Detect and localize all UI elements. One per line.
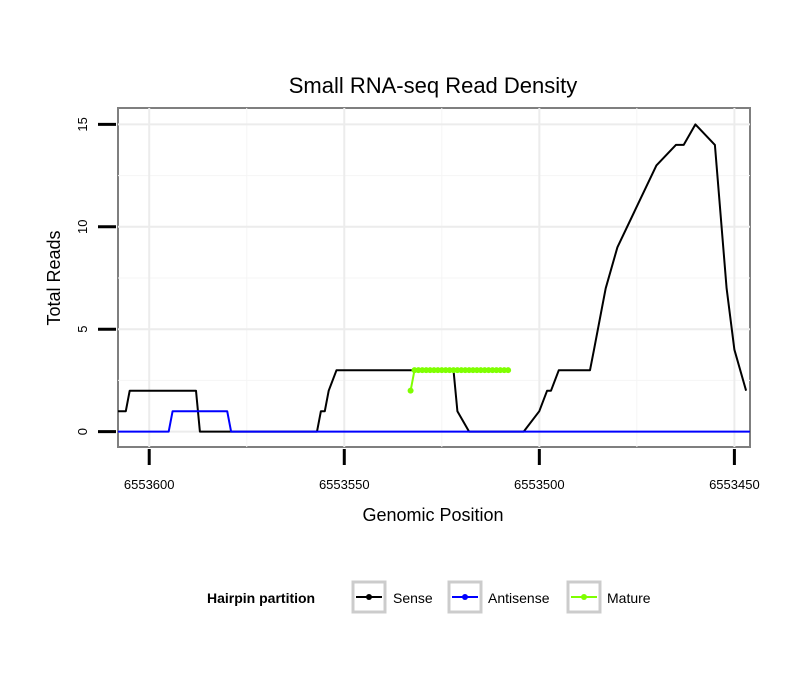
legend-label-sense: Sense <box>393 590 433 606</box>
legend-point-antisense <box>462 594 468 600</box>
point-mature-25 <box>505 367 512 374</box>
x-tick-label-1: 6553550 <box>319 477 370 492</box>
legend-label-antisense: Antisense <box>488 590 550 606</box>
legend-item-sense: Sense <box>351 580 433 614</box>
x-tick-label-0: 6553600 <box>124 477 175 492</box>
legend: Hairpin partition Sense Antisense Mature <box>207 580 651 614</box>
legend-label-mature: Mature <box>607 590 651 606</box>
plot-panel <box>117 107 751 448</box>
legend-title: Hairpin partition <box>207 590 315 606</box>
legend-item-mature: Mature <box>566 580 651 614</box>
legend-point-sense <box>366 594 372 600</box>
legend-item-antisense: Antisense <box>447 580 550 614</box>
point-mature-0 <box>407 387 414 394</box>
chart-title: Small RNA-seq Read Density <box>289 73 578 98</box>
series-line-antisense <box>118 410 750 433</box>
y-tick-label-1: 5 <box>75 326 90 333</box>
y-tick-label-0: 0 <box>75 428 90 435</box>
legend-point-mature <box>581 594 587 600</box>
x-axis-title: Genomic Position <box>362 505 503 525</box>
y-tick-label-3: 15 <box>75 117 90 131</box>
x-tick-label-3: 6553450 <box>709 477 760 492</box>
x-tick-label-2: 6553500 <box>514 477 565 492</box>
y-axis-title: Total Reads <box>44 230 64 325</box>
grid-layer <box>118 108 750 447</box>
series-layer <box>118 123 750 433</box>
y-tick-label-2: 10 <box>75 220 90 234</box>
axis-layer: 6553600 6553550 6553500 6553450 0 5 10 15 <box>75 117 760 492</box>
